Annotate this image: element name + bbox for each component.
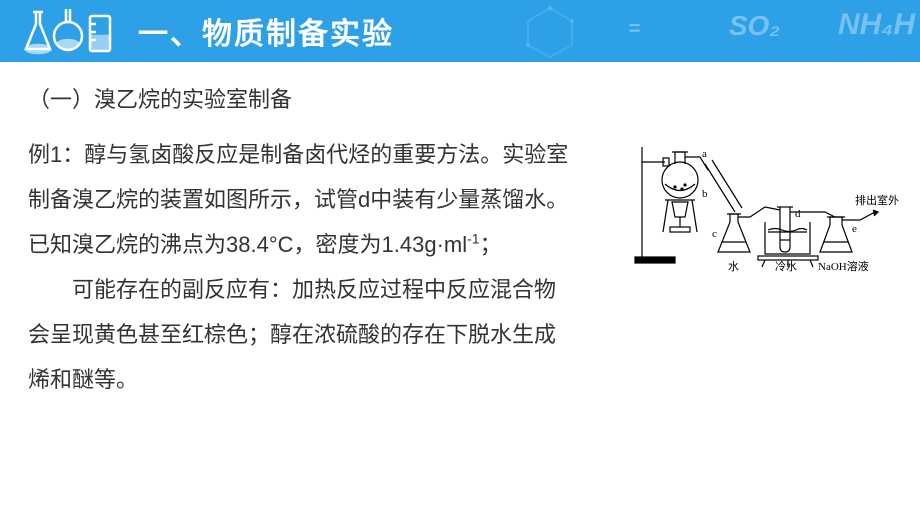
text-line: ； <box>480 232 502 257</box>
text-line: 例1：醇与氢卤酸反应是制备卤代烃的重要方法。实验室 <box>28 142 568 167</box>
text-line: 已知溴乙烷的沸点为 <box>28 232 226 257</box>
apparatus-diagram: 水 冷水 <box>630 122 900 297</box>
hexagon-decoration <box>520 5 580 62</box>
svg-text:排出室外: 排出室外 <box>855 193 899 207</box>
content-area: （一）溴乙烷的实验室制备 例1：醇与氢卤酸反应是制备卤代烃的重要方法。实验室 制… <box>0 62 920 423</box>
boiling-point: 38.4°C <box>226 232 294 257</box>
slide-header: 一、物质制备实验 = SO₂ NH₄H <box>0 0 920 62</box>
text-line: 会呈现黄色甚至红棕色；醇在浓硫酸的存在下脱水生成 <box>28 322 556 347</box>
svg-text:冷水: 冷水 <box>775 260 797 273</box>
svg-text:b: b <box>702 188 708 200</box>
text-line: 制备溴乙烷的装置如图所示，试管d中装有少量蒸馏水。 <box>28 187 568 212</box>
text-line: ，密度为 <box>294 232 382 257</box>
bg-formula-so2: SO₂ <box>729 10 780 42</box>
bg-formula-nh4h: NH₄H <box>838 8 915 42</box>
subtitle: （一）溴乙烷的实验室制备 <box>28 82 892 114</box>
svg-text:水: 水 <box>728 260 739 273</box>
svg-text:d: d <box>795 208 801 220</box>
text-line: 可能存在的副反应有：加热反应过程中反应混合物 <box>72 277 556 302</box>
density: 1.43g·ml <box>382 232 468 257</box>
svg-text:NaOH溶液: NaOH溶液 <box>818 259 869 273</box>
body-paragraph-1: 例1：醇与氢卤酸反应是制备卤代烃的重要方法。实验室 制备溴乙烷的装置如图所示，试… <box>28 132 628 267</box>
bg-formula-bond: = <box>628 18 640 41</box>
header-title: 一、物质制备实验 <box>138 9 394 53</box>
text-line: 烯和醚等。 <box>28 367 138 392</box>
svg-text:a: a <box>702 148 707 160</box>
flask-icons <box>18 4 118 59</box>
svg-text:e: e <box>852 223 857 235</box>
svg-text:c: c <box>712 228 717 240</box>
density-superscript: -1 <box>467 231 479 247</box>
